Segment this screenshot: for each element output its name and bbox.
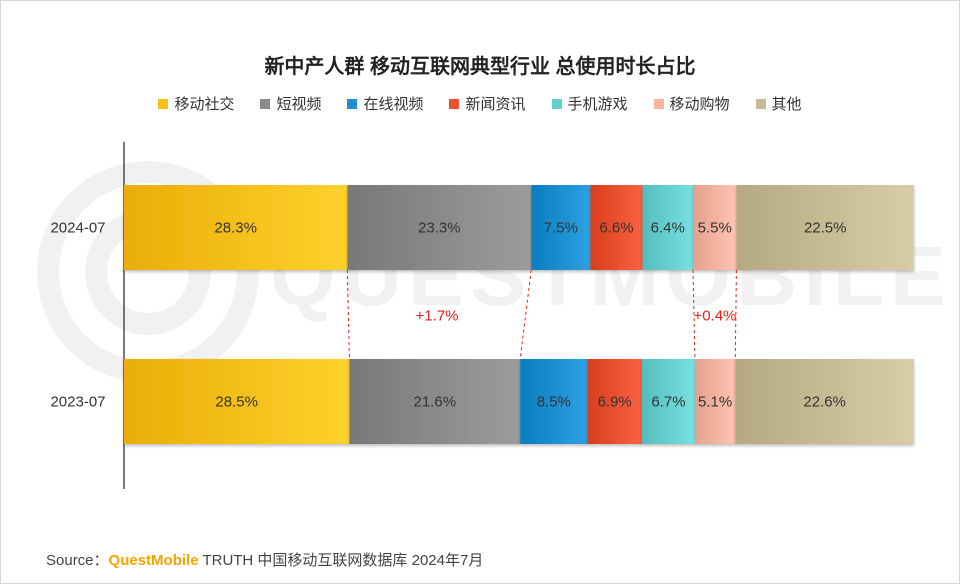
data-label: 22.5% — [804, 220, 847, 237]
annotation-label: +0.4% — [693, 308, 736, 325]
legend-swatch — [755, 98, 766, 109]
bar-segment — [641, 359, 695, 444]
legend-label: 短视频 — [276, 96, 322, 113]
bar-segment — [587, 359, 642, 444]
data-label: 28.5% — [215, 394, 258, 411]
data-label: 6.6% — [599, 220, 633, 237]
legend-item: 手机游戏 — [551, 93, 628, 114]
legend-label: 移动购物 — [669, 96, 730, 113]
data-label: 5.1% — [698, 394, 732, 411]
annotation-label: +1.7% — [416, 308, 459, 325]
source-note: Source：QuestMobile TRUTH 中国移动互联网数据库 2024… — [46, 549, 483, 570]
data-label: 21.6% — [414, 394, 457, 411]
data-label: 22.6% — [803, 394, 846, 411]
bar-segment — [735, 359, 914, 444]
legend-swatch — [449, 98, 460, 109]
legend-label: 其他 — [771, 96, 802, 113]
legend-item: 在线视频 — [347, 93, 423, 114]
annotation-connector — [692, 269, 696, 360]
legend-item: 其他 — [755, 93, 802, 114]
source-suffix: TRUTH 中国移动互联网数据库 2024年7月 — [198, 552, 484, 569]
data-label: 6.7% — [651, 394, 685, 411]
data-label: 7.5% — [544, 220, 578, 237]
annotation-connector — [346, 269, 350, 360]
annotation-connector — [519, 269, 532, 360]
data-label: 8.5% — [537, 394, 571, 411]
bar-segment — [736, 185, 914, 270]
legend-label: 在线视频 — [363, 96, 424, 113]
legend-item: 移动社交 — [158, 93, 234, 114]
data-label: 6.4% — [651, 220, 685, 237]
data-label: 28.3% — [214, 220, 257, 237]
legend-label: 新闻资讯 — [465, 96, 526, 113]
legend-label: 手机游戏 — [567, 96, 628, 113]
bar-segment — [124, 185, 348, 270]
data-label: 5.5% — [698, 220, 732, 237]
data-label: 6.9% — [598, 394, 632, 411]
bar-segment — [693, 185, 737, 270]
y-tick-label: 2024-07 — [50, 220, 105, 237]
bar-segment — [347, 185, 532, 270]
bar-segment — [642, 185, 694, 270]
source-prefix: Source： — [46, 552, 109, 569]
bar-segment — [590, 185, 643, 270]
bar-segment — [124, 359, 350, 444]
legend: 移动社交 短视频 在线视频 新闻资讯 手机游戏 移动购物 其他 — [0, 93, 960, 114]
bar-segment — [531, 185, 591, 270]
bar-segment — [694, 359, 736, 444]
legend-swatch — [158, 98, 169, 109]
legend-item: 短视频 — [260, 93, 321, 114]
legend-label: 移动社交 — [174, 96, 235, 113]
legend-swatch — [260, 98, 271, 109]
legend-swatch — [551, 98, 562, 109]
legend-item: 移动购物 — [653, 93, 730, 114]
y-tick-label: 2023-07 — [50, 394, 105, 411]
bar-segment — [520, 359, 588, 444]
legend-swatch — [653, 98, 664, 109]
source-brand: QuestMobile — [108, 552, 199, 569]
bar-segment — [349, 359, 521, 444]
legend-item: 新闻资讯 — [449, 93, 526, 114]
legend-swatch — [347, 98, 358, 109]
data-label: 23.3% — [418, 220, 461, 237]
annotation-connector — [734, 269, 737, 360]
chart-title: 新中产人群 移动互联网典型行业 总使用时长占比 — [264, 56, 696, 78]
